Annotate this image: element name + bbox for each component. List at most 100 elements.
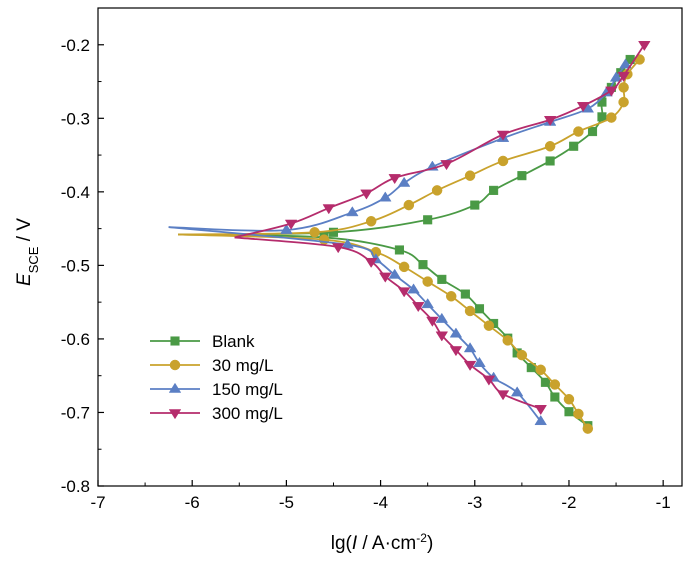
series-line-anodic [234, 44, 646, 239]
data-point-cathodic [426, 316, 439, 327]
data-point-cathodic [421, 298, 434, 309]
data-point-cathodic [473, 356, 486, 367]
data-point-anodic [322, 204, 336, 215]
data-point-cathodic [331, 243, 345, 254]
data-point-cathodic [435, 331, 449, 342]
data-point-cathodic [483, 320, 495, 331]
data-point-cathodic [379, 272, 392, 283]
legend-label: Blank [212, 332, 255, 351]
data-point-anodic [365, 216, 377, 227]
data-point-anodic [328, 227, 339, 237]
y-tick-label: -0.3 [61, 109, 90, 128]
data-point-anodic [397, 176, 411, 187]
series-line-anodic [168, 64, 627, 232]
data-point-anodic [609, 71, 623, 82]
data-point-cathodic [460, 289, 470, 299]
data-point-anodic [618, 96, 629, 108]
data-point-cathodic [510, 386, 524, 397]
y-axis: -0.8 -0.7 -0.6 -0.5 -0.4 -0.3 -0.2 [61, 7, 104, 496]
data-point-cathodic [549, 379, 561, 390]
data-point-cathodic [388, 268, 401, 279]
data-point-anodic [606, 112, 617, 123]
x-axis: -7 -6 -5 -4 -3 -2 -1 [90, 480, 671, 512]
data-point-legend [169, 359, 181, 371]
data-point-cathodic [449, 346, 463, 357]
legend-label: 300 mg/L [212, 404, 283, 423]
data-point-anodic [470, 200, 480, 210]
x-tick-label: -6 [185, 493, 200, 512]
data-point-anodic [545, 156, 555, 166]
data-point-legend [168, 409, 182, 420]
data-point-cathodic [449, 327, 463, 338]
data-point-anodic [379, 191, 392, 202]
data-point-cathodic [563, 393, 575, 405]
data-point-anodic [360, 189, 373, 200]
data-point-anodic [489, 185, 499, 195]
data-point-anodic [597, 112, 607, 122]
data-point-anodic [423, 215, 433, 225]
legend-label: 30 mg/L [212, 356, 273, 375]
series-300-mg-l [234, 41, 651, 416]
y-tick-label: -0.2 [61, 36, 90, 55]
x-tick-label: -2 [561, 493, 576, 512]
y-tick-label: -0.4 [61, 183, 90, 202]
legend-item: 30 mg/L [150, 356, 273, 375]
data-point-cathodic [463, 342, 477, 353]
data-point-cathodic [582, 423, 594, 434]
data-point-cathodic [463, 360, 477, 371]
x-tick-label: -4 [373, 493, 388, 512]
data-point-anodic [517, 171, 527, 181]
data-point-cathodic [397, 287, 411, 298]
data-point-cathodic [534, 405, 547, 416]
data-point-cathodic [398, 261, 410, 273]
data-point-anodic [619, 58, 632, 69]
plot-frame [97, 7, 683, 487]
data-point-cathodic [516, 349, 528, 361]
data-point-cathodic [540, 377, 550, 387]
data-point-cathodic [573, 408, 584, 420]
y-axis-title: ESCE / V [14, 218, 41, 286]
data-point-cathodic [496, 390, 510, 401]
data-point-anodic [280, 223, 293, 234]
x-tick-label: -5 [279, 493, 294, 512]
data-point-anodic [497, 155, 509, 167]
data-point-cathodic [364, 257, 378, 268]
data-point-anodic [309, 227, 320, 238]
data-point-cathodic [474, 304, 485, 314]
data-point-cathodic [412, 302, 425, 313]
data-point-cathodic [502, 335, 513, 346]
data-point-cathodic [437, 274, 447, 284]
data-point-anodic [388, 174, 401, 185]
data-point-cathodic [534, 415, 547, 426]
legend: Blank 30 mg/L 150 mg/L 300 mg/L [150, 332, 283, 423]
data-point-cathodic [318, 234, 330, 245]
data-point-cathodic [550, 392, 560, 402]
data-point-cathodic [418, 260, 428, 270]
x-tick-label: -1 [656, 493, 671, 512]
data-point-anodic [605, 86, 618, 97]
data-point-anodic [440, 160, 453, 171]
data-point-anodic [617, 71, 630, 82]
y-tick-label: -0.5 [61, 256, 90, 275]
data-point-cathodic [535, 364, 546, 376]
data-point-anodic [587, 126, 598, 137]
x-tick-label: -3 [467, 493, 482, 512]
data-point-cathodic [482, 375, 496, 386]
data-point-anodic [464, 170, 476, 181]
data-point-cathodic [435, 312, 449, 323]
data-point-cathodic [422, 276, 433, 287]
data-point-legend [170, 336, 180, 346]
y-tick-label: -0.6 [61, 330, 90, 349]
y-tick-label: -0.7 [61, 403, 90, 422]
data-point-anodic [638, 41, 651, 52]
legend-item: 300 mg/L [150, 404, 283, 423]
data-point-anodic [284, 219, 298, 230]
data-point-anodic [597, 97, 607, 107]
data-point-anodic [618, 82, 629, 93]
data-point-cathodic [464, 305, 476, 317]
data-point-legend [168, 382, 182, 393]
data-point-cathodic [407, 283, 420, 294]
data-point-anodic [431, 185, 443, 196]
data-point-cathodic [564, 407, 574, 417]
